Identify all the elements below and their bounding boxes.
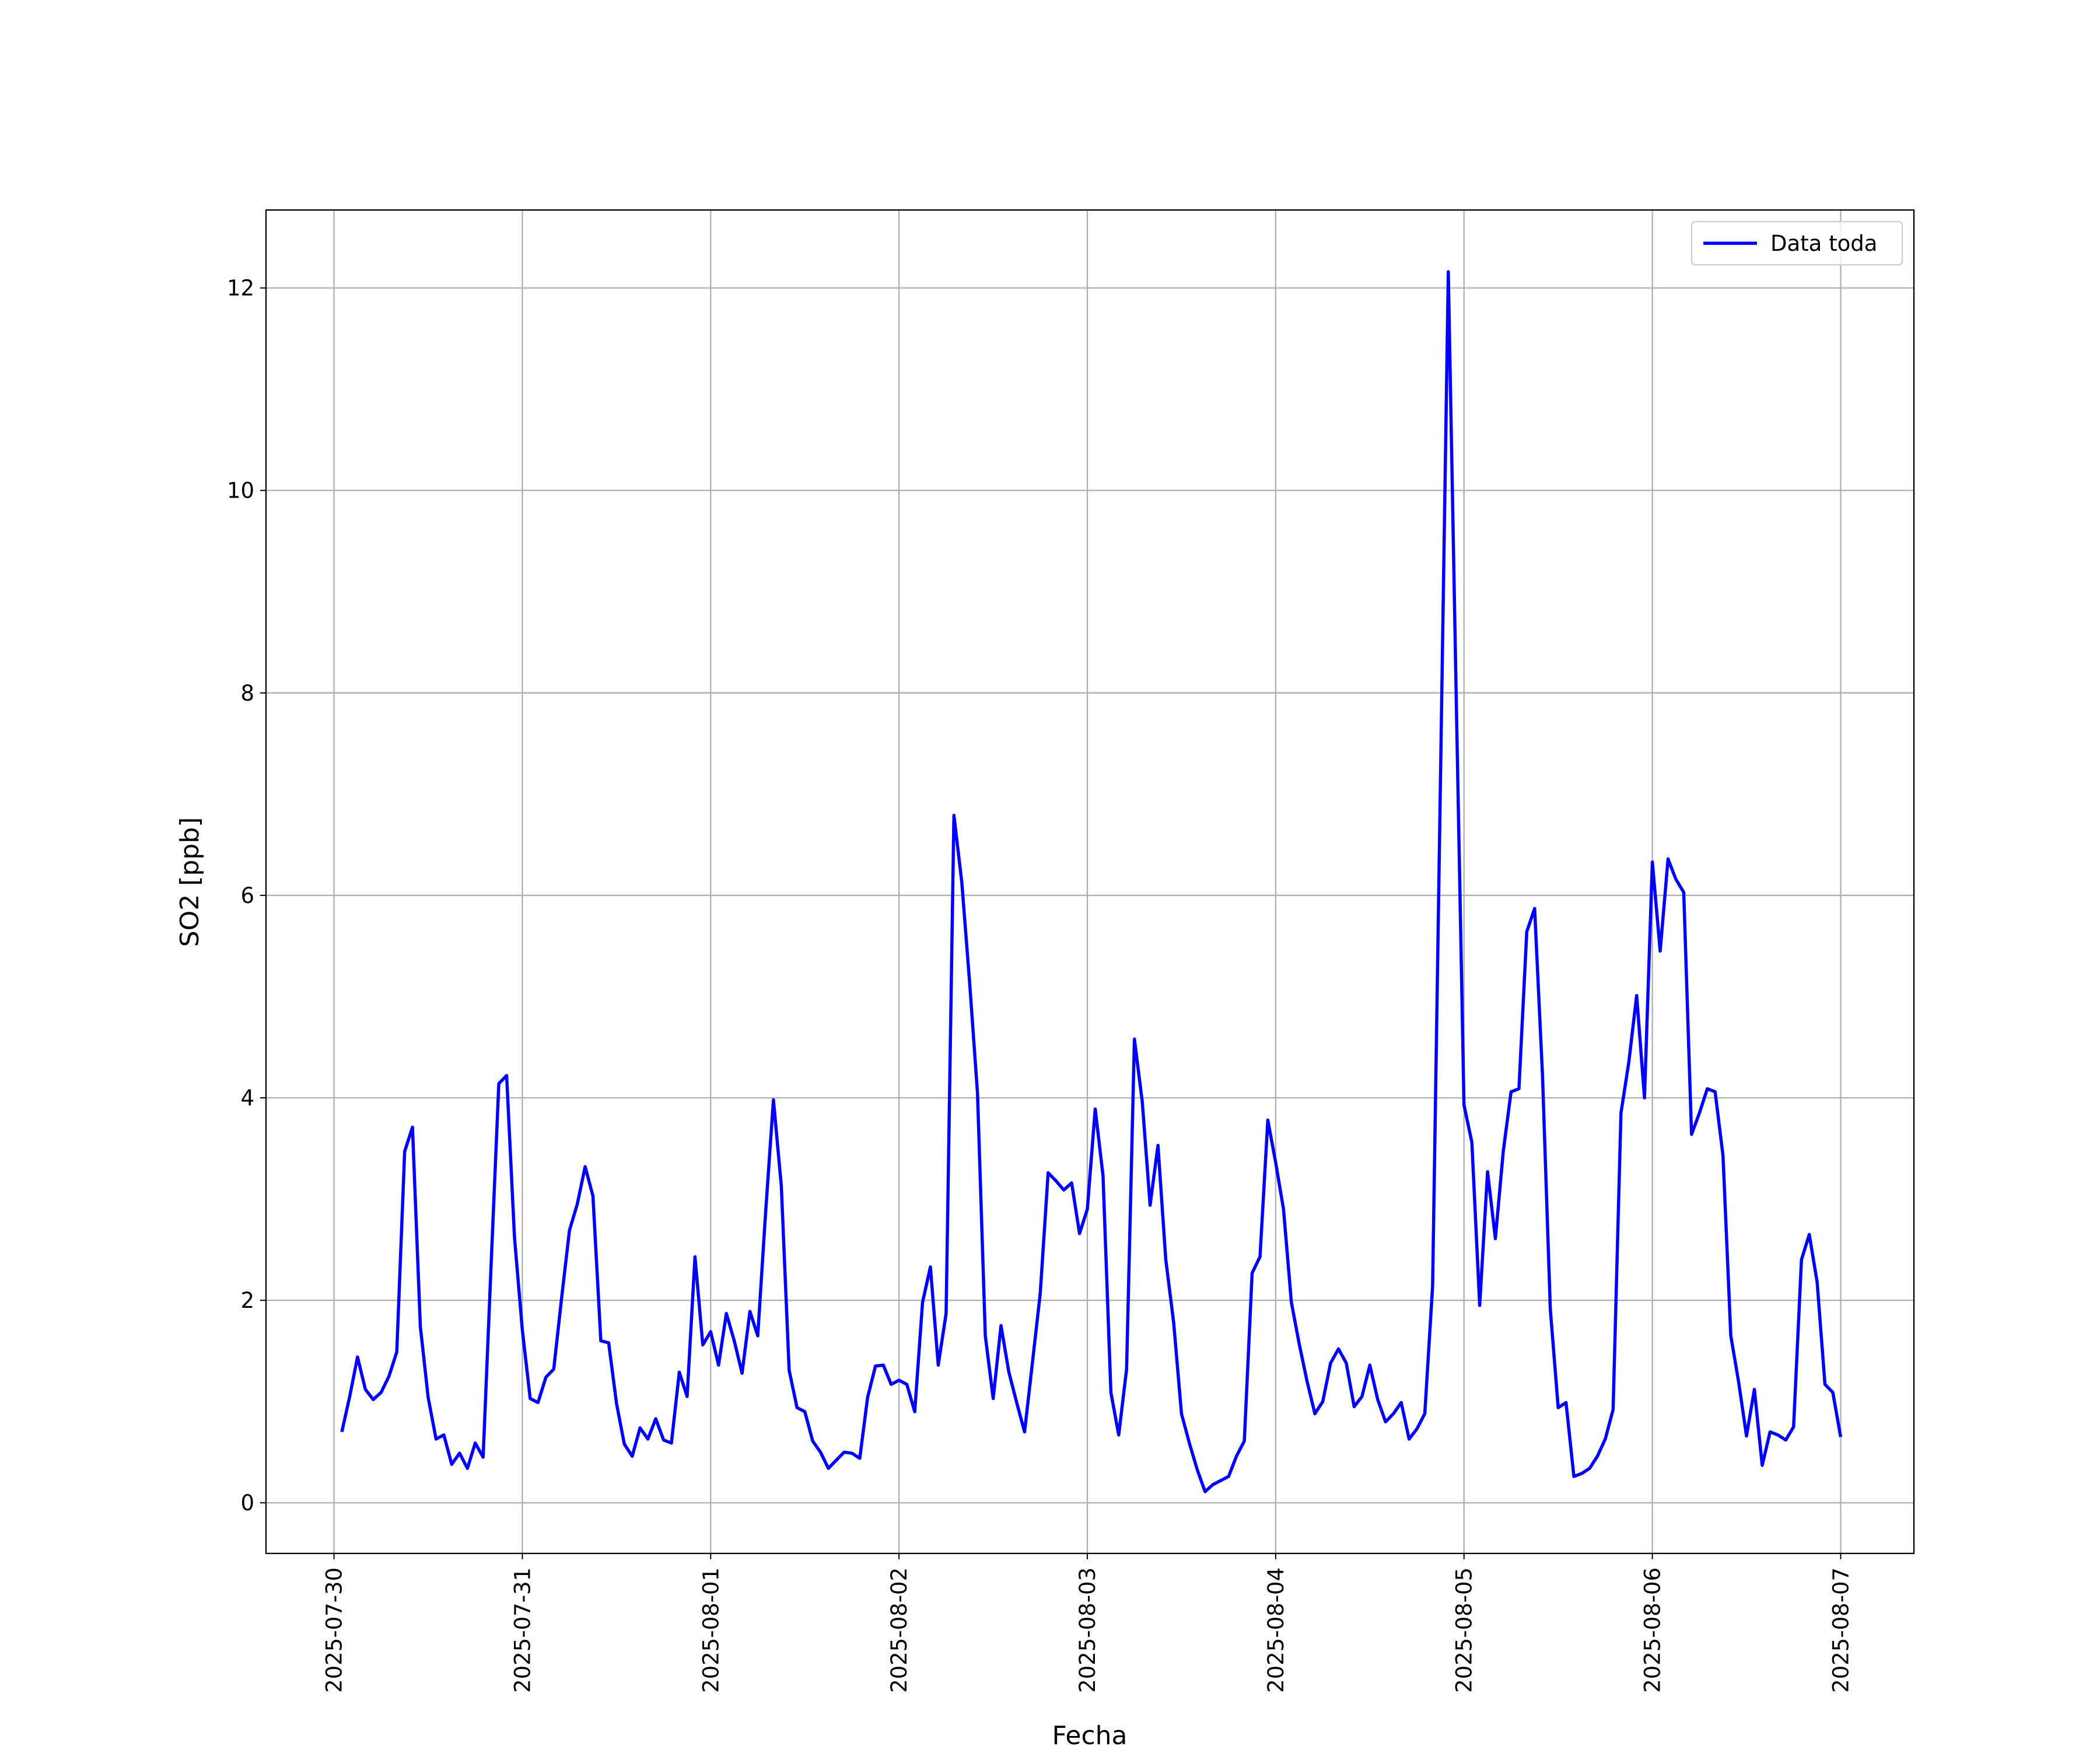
y-tick-label: 10 xyxy=(227,478,254,503)
y-tick-label: 2 xyxy=(240,1288,254,1313)
x-tick-label: 2025-08-04 xyxy=(1264,1567,1289,1693)
x-tick-label: 2025-08-01 xyxy=(698,1567,723,1693)
x-axis-label: Fecha xyxy=(1052,1721,1127,1750)
legend: Data toda xyxy=(1690,220,1903,266)
y-tick-label: 4 xyxy=(240,1086,254,1111)
x-tick-label: 2025-07-31 xyxy=(510,1567,535,1693)
plot-frame xyxy=(265,209,1915,1555)
y-axis-label: SO2 [ppb] xyxy=(175,817,205,947)
x-tick-label: 2025-08-06 xyxy=(1640,1567,1665,1693)
x-tick-label: 2025-08-07 xyxy=(1828,1567,1853,1693)
x-tick-label: 2025-07-30 xyxy=(322,1567,347,1693)
y-tick-label: 6 xyxy=(240,883,254,908)
data-line xyxy=(340,270,1843,1493)
y-tick-label: 0 xyxy=(240,1490,254,1516)
y-tick-label: 12 xyxy=(227,276,254,301)
legend-frame xyxy=(1690,220,1903,266)
x-tick-label: 2025-08-05 xyxy=(1452,1567,1477,1693)
y-tick-label: 8 xyxy=(240,681,254,706)
x-tick-label: 2025-08-03 xyxy=(1075,1567,1100,1693)
legend-label: Data toda xyxy=(1770,231,1877,256)
x-tick-label: 2025-08-02 xyxy=(887,1567,912,1693)
